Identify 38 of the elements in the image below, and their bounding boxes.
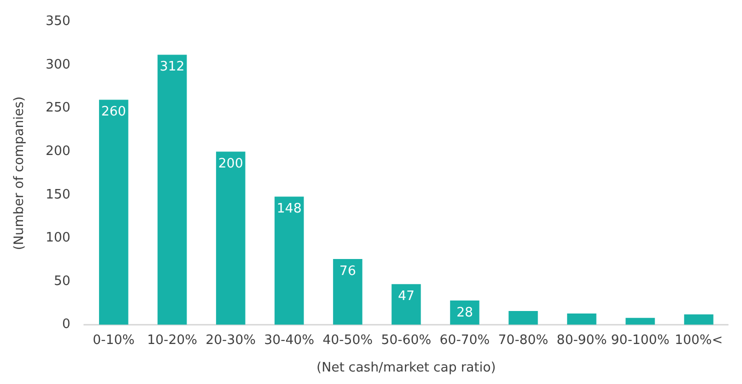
bar	[626, 318, 655, 325]
y-tick-label: 300	[46, 57, 70, 72]
y-axis-title: (Number of companies)	[12, 96, 28, 250]
bar	[567, 314, 596, 325]
x-tick-label: 100%<	[674, 332, 723, 348]
y-tick-label: 50	[54, 274, 70, 289]
x-tick-label: 80-90%	[556, 332, 607, 348]
x-tick-label: 40-50%	[322, 332, 373, 348]
bar	[274, 196, 304, 325]
bar	[333, 259, 362, 325]
data-label: 76	[339, 264, 356, 279]
x-tick-label: 70-80%	[498, 332, 548, 348]
bar	[99, 100, 128, 325]
y-tick-label: 200	[46, 144, 70, 160]
bar	[508, 310, 538, 325]
y-tick-label: 0	[62, 317, 70, 332]
y-tick-label: 350	[46, 14, 70, 30]
x-axis-title: (Net cash/market cap ratio)	[316, 360, 496, 376]
y-tick-label: 100	[46, 230, 70, 246]
x-tick-label: 50-60%	[381, 332, 432, 348]
x-tick-label: 0-10%	[92, 332, 135, 348]
data-label: 200	[218, 156, 244, 172]
x-tick-label: 90-100%	[611, 332, 670, 348]
bar	[216, 152, 246, 325]
x-tick-label: 30-40%	[264, 332, 314, 348]
data-label: 148	[276, 202, 302, 217]
bar	[158, 54, 187, 325]
data-label: 260	[101, 104, 126, 120]
x-tick-label: 20-30%	[206, 332, 256, 348]
y-tick-label: 150	[46, 187, 70, 202]
data-label: 47	[398, 288, 414, 304]
x-tick-label: 10-20%	[147, 332, 198, 348]
x-tick-label: 60-70%	[440, 332, 490, 348]
bar	[684, 314, 714, 325]
data-label: 312	[160, 60, 185, 75]
bar	[392, 284, 421, 325]
y-tick-label: 250	[46, 100, 70, 116]
data-label: 28	[456, 305, 473, 320]
